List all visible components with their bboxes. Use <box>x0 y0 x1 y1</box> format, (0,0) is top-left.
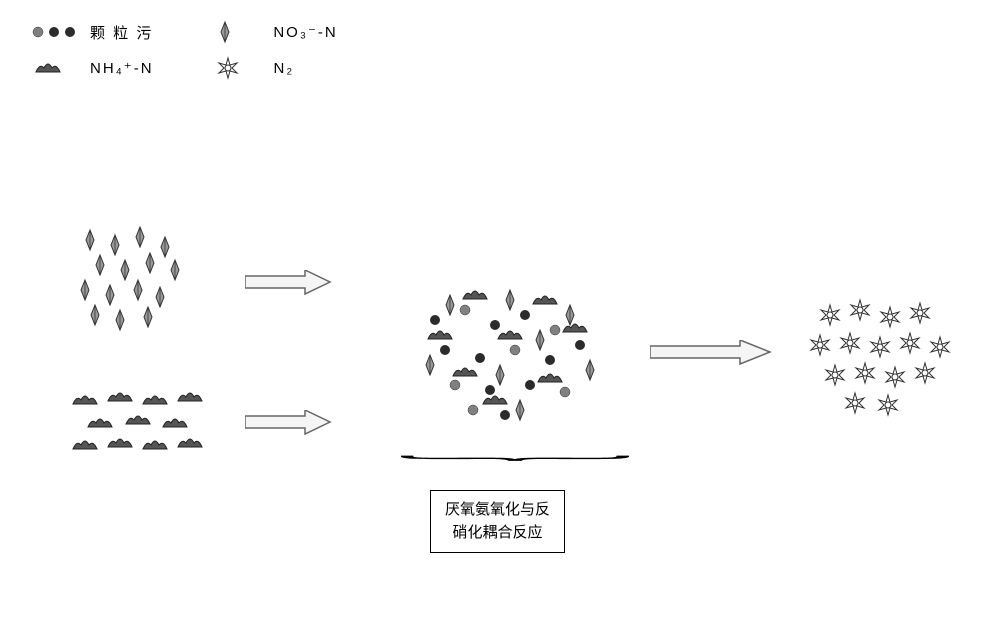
legend-row-2: NH₄⁺-N N₂ <box>30 56 398 80</box>
diamond-icon <box>213 20 273 44</box>
star-icon <box>214 56 274 80</box>
granular-sludge-icon <box>30 24 90 40</box>
legend-item-granular: 颗 粒 污 <box>30 22 153 43</box>
legend-item-nh4n: NH₄⁺-N <box>30 59 154 77</box>
legend-label-n2: N₂ <box>274 60 295 77</box>
arrow-reaction-to-n2 <box>650 340 780 375</box>
legend-label-no3n: NO₃⁻-N <box>273 23 337 41</box>
mound-icon <box>30 60 90 76</box>
legend: 颗 粒 污 NO₃⁻-N NH₄⁺-N N₂ <box>30 20 398 92</box>
legend-label-granular: 颗 粒 污 <box>90 22 153 43</box>
no3n-cluster <box>60 225 220 350</box>
legend-label-nh4n: NH₄⁺-N <box>90 59 154 77</box>
legend-item-no3n: NO₃⁻-N <box>213 20 337 44</box>
caption-line1: 厌氧氨氧化与反 <box>445 499 550 522</box>
caption-box: 厌氧氨氧化与反 硝化耦合反应 <box>430 490 565 553</box>
legend-item-n2: N₂ <box>214 56 295 80</box>
nh4n-cluster <box>60 385 230 490</box>
n2-cluster <box>800 295 970 430</box>
brace-icon: ︸ <box>395 450 635 479</box>
arrow-no3n-to-reaction <box>245 270 345 305</box>
reaction-cluster <box>395 280 625 445</box>
legend-row-1: 颗 粒 污 NO₃⁻-N <box>30 20 398 44</box>
caption-line2: 硝化耦合反应 <box>445 522 550 545</box>
arrow-nh4n-to-reaction <box>245 410 345 445</box>
